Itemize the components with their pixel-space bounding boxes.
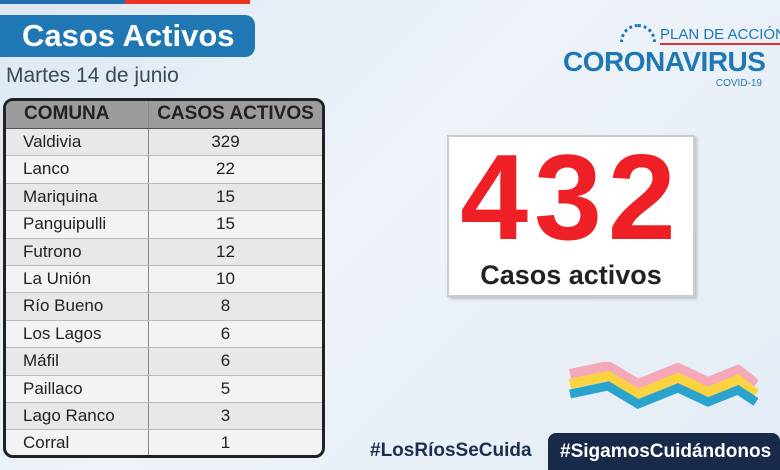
casos-cell: 6 xyxy=(220,323,231,343)
casos-cell: 15 xyxy=(216,214,235,234)
table-row: Valdivia 329 xyxy=(6,129,322,157)
comuna-cell: Futrono xyxy=(6,238,149,265)
casos-cell: 3 xyxy=(220,405,231,425)
casos-cell: 22 xyxy=(216,159,235,179)
table-row: Máfil 6 xyxy=(6,348,322,376)
header-comuna: COMUNA xyxy=(6,101,149,128)
casos-cell: 10 xyxy=(216,268,235,288)
table-row: Futrono 12 xyxy=(6,238,322,266)
casos-cell: 329 xyxy=(211,132,240,151)
comuna-cell: Valdivia xyxy=(6,129,149,156)
casos-cell: 12 xyxy=(216,241,235,261)
casos-cell: 1 xyxy=(220,433,231,453)
comuna-cell: Paillaco xyxy=(6,375,149,402)
table-row: Panguipulli 15 xyxy=(6,211,322,239)
comuna-cell: Mariquina xyxy=(6,183,149,211)
casos-cell: 15 xyxy=(216,186,235,206)
date-label: Martes 14 de junio xyxy=(6,64,179,87)
page-title: Casos Activos xyxy=(0,15,255,57)
header-casos: CASOS ACTIVOS xyxy=(157,103,314,124)
comuna-cell: Panguipulli xyxy=(6,211,149,238)
coronavirus-logo: PLAN DE ACCIÓN CORONAVIRUS COVID-19 xyxy=(560,24,780,94)
table-row: Paillaco 5 xyxy=(6,375,322,403)
table-header: COMUNA CASOS ACTIVOS xyxy=(6,101,322,129)
total-card: 432 Casos activos xyxy=(447,135,695,297)
cases-table: COMUNA CASOS ACTIVOS Valdivia 329 Lanco 22 M… xyxy=(3,98,325,458)
logo-name: CORONAVIRUS xyxy=(563,46,766,77)
logo-sub: COVID-19 xyxy=(715,78,762,89)
comuna-cell: Río Bueno xyxy=(6,293,149,320)
table-row: Lanco 22 xyxy=(6,156,322,184)
casos-cell: 5 xyxy=(220,378,231,398)
comuna-cell: Máfil xyxy=(6,348,149,375)
total-value: 432 xyxy=(460,129,682,265)
logo-plan: PLAN DE ACCIÓN xyxy=(660,27,780,45)
table-row: Los Lagos 6 xyxy=(6,320,322,349)
casos-cell: 8 xyxy=(220,296,231,316)
comuna-cell: La Unión xyxy=(6,265,149,293)
casos-cell: 6 xyxy=(220,351,231,371)
flag-bar-red xyxy=(125,0,250,4)
hashtag-sigamos: #SigamosCuidándonos xyxy=(548,433,780,470)
comuna-cell: Lanco xyxy=(6,156,149,183)
table-row: La Unión 10 xyxy=(6,265,322,294)
wave-decoration-icon xyxy=(568,362,758,410)
table-row: Mariquina 15 xyxy=(6,183,322,212)
comuna-cell: Lago Ranco xyxy=(6,402,149,430)
flag-bar-blue xyxy=(0,0,125,4)
virus-icon xyxy=(620,24,656,42)
table-row: Lago Ranco 3 xyxy=(6,402,322,431)
hashtag-los-rios: #LosRíosSeCuida xyxy=(370,440,532,461)
table-row: Río Bueno 8 xyxy=(6,293,322,321)
table-row: Corral 1 xyxy=(6,430,322,455)
total-label: Casos activos xyxy=(480,260,662,290)
comuna-cell: Corral xyxy=(6,430,149,455)
comuna-cell: Los Lagos xyxy=(6,320,149,348)
